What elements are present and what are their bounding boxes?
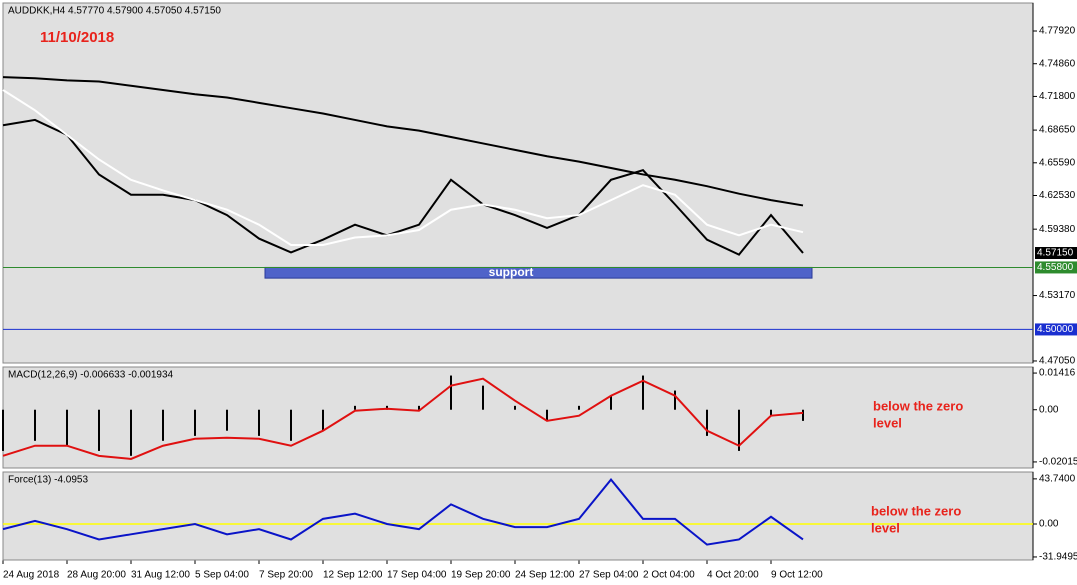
x-tick-label: 12 Sep 12:00 <box>323 570 383 581</box>
y-tick-label: 0.00 <box>1039 404 1059 415</box>
histogram-bar <box>482 385 484 410</box>
histogram-bar <box>546 409 548 421</box>
y-tick-label: 0.00 <box>1039 519 1059 530</box>
annotation: level <box>871 520 900 535</box>
annotation: below the zero <box>871 503 961 518</box>
histogram-bar <box>130 409 132 456</box>
histogram-bar <box>418 405 420 410</box>
x-tick-label: 7 Sep 20:00 <box>259 570 313 581</box>
price-label: 4.57150 <box>1037 248 1074 259</box>
histogram-bar <box>578 405 580 410</box>
panel-title: MACD(12,26,9) -0.006633 -0.001934 <box>8 370 174 381</box>
panel-title: Force(13) -4.0953 <box>8 475 88 486</box>
panel <box>2 2 1034 364</box>
level-label: 4.55800 <box>1037 262 1074 273</box>
price-tag <box>1035 247 1077 260</box>
histogram-bar <box>610 395 612 410</box>
y-tick-label: -31.9495 <box>1039 552 1077 563</box>
histogram-bar <box>66 409 68 446</box>
histogram-bar <box>642 375 644 410</box>
series-line <box>2 76 804 207</box>
histogram-bar <box>34 409 36 441</box>
histogram-bar <box>738 409 740 451</box>
y-tick-label: -0.020156 <box>1039 457 1077 468</box>
x-tick-label: 28 Aug 20:00 <box>67 570 126 581</box>
histogram-bar <box>258 409 260 436</box>
y-tick-label: 4.65590 <box>1039 157 1076 168</box>
x-tick-label: 24 Sep 12:00 <box>515 570 575 581</box>
x-tick-label: 19 Sep 20:00 <box>451 570 511 581</box>
y-tick-label: 4.77920 <box>1039 26 1076 37</box>
series-line <box>2 377 804 460</box>
histogram-bar <box>354 405 356 410</box>
y-tick-label: 4.53170 <box>1039 290 1076 301</box>
histogram-bar <box>194 409 196 436</box>
histogram-bar <box>802 409 804 421</box>
y-tick-label: 4.47050 <box>1039 356 1076 367</box>
series-line <box>2 89 804 246</box>
date-note: 11/10/2018 <box>40 29 114 46</box>
histogram-bar <box>322 409 324 431</box>
x-tick-label: 9 Oct 12:00 <box>771 570 823 581</box>
x-tick-label: 17 Sep 04:00 <box>387 570 447 581</box>
support-zone <box>264 266 813 279</box>
x-tick-label: 5 Sep 04:00 <box>195 570 249 581</box>
y-tick-label: 4.71800 <box>1039 91 1076 102</box>
y-tick-label: 4.74860 <box>1039 58 1076 69</box>
y-tick-label: 0.01416 <box>1039 368 1076 379</box>
panel <box>2 366 1034 469</box>
y-tick-label: 4.59380 <box>1039 224 1076 235</box>
histogram-bar <box>770 409 772 416</box>
level-tag <box>1035 323 1077 336</box>
histogram-bar <box>2 409 4 451</box>
histogram-bar <box>290 409 292 441</box>
histogram-bar <box>514 405 516 410</box>
histogram-bar <box>706 409 708 436</box>
y-tick-label: 4.68650 <box>1039 125 1076 136</box>
x-tick-label: 4 Oct 20:00 <box>707 570 759 581</box>
y-tick-label: 4.62530 <box>1039 190 1076 201</box>
annotation: level <box>873 415 902 430</box>
x-tick-label: 27 Sep 04:00 <box>579 570 639 581</box>
histogram-bar <box>450 375 452 410</box>
support-label: support <box>489 265 534 279</box>
y-tick-label: 43.7400 <box>1039 474 1076 485</box>
histogram-bar <box>674 390 676 410</box>
x-tick-label: 31 Aug 12:00 <box>131 570 190 581</box>
series-line <box>2 478 804 546</box>
panel <box>2 471 1034 561</box>
histogram-bar <box>98 409 100 451</box>
annotation: below the zero <box>873 398 963 413</box>
series-line <box>2 118 804 256</box>
x-tick-label: 24 Aug 2018 <box>3 570 60 581</box>
x-tick-label: 2 Oct 04:00 <box>643 570 695 581</box>
level-label: 4.50000 <box>1037 324 1074 335</box>
histogram-bar <box>162 409 164 441</box>
panel-title: AUDDKK,H4 4.57770 4.57900 4.57050 4.5715… <box>8 6 221 17</box>
histogram-bar <box>226 409 228 431</box>
level-tag <box>1035 261 1077 274</box>
